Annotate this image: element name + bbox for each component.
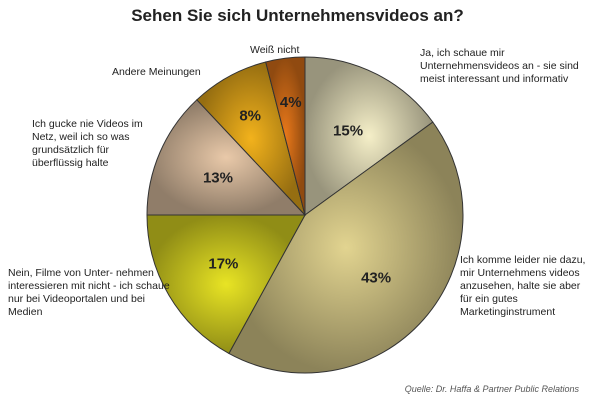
pct-label-ja: 15% [333,123,363,140]
pct-label-nein: 17% [208,255,238,272]
pct-label-weiss-nicht: 4% [280,94,302,111]
slice-label-nein: Nein, Filme von Unter- nehmen interessie… [8,267,170,318]
pie-slice-ja [304,56,434,216]
pie-slice-komme-nie-dazu [228,121,464,374]
slice-label-komme-nie-dazu: Ich komme leider nie dazu, mir Unternehm… [460,254,586,318]
pie-slice-nein [146,214,306,355]
slice-label-gucke-nie: Ich gucke nie Videos im Netz, weil ich s… [32,118,143,169]
pie-slice-gucke-nie [146,99,307,216]
slice-label-andere: Andere Meinungen [112,66,201,78]
pct-label-gucke-nie: 13% [203,169,233,186]
pie-slice-weiss-nicht [265,56,306,216]
source-note: Quelle: Dr. Haffa & Partner Public Relat… [404,384,579,394]
pct-label-komme-nie-dazu: 43% [361,270,391,287]
slice-label-ja: Ja, ich schaue mir Unternehmensvideos an… [420,47,579,85]
pct-label-andere: 8% [239,107,261,124]
slice-label-weiss-nicht: Weiß nicht [250,44,300,56]
chart-title: Sehen Sie sich Unternehmensvideos an? [131,6,464,25]
